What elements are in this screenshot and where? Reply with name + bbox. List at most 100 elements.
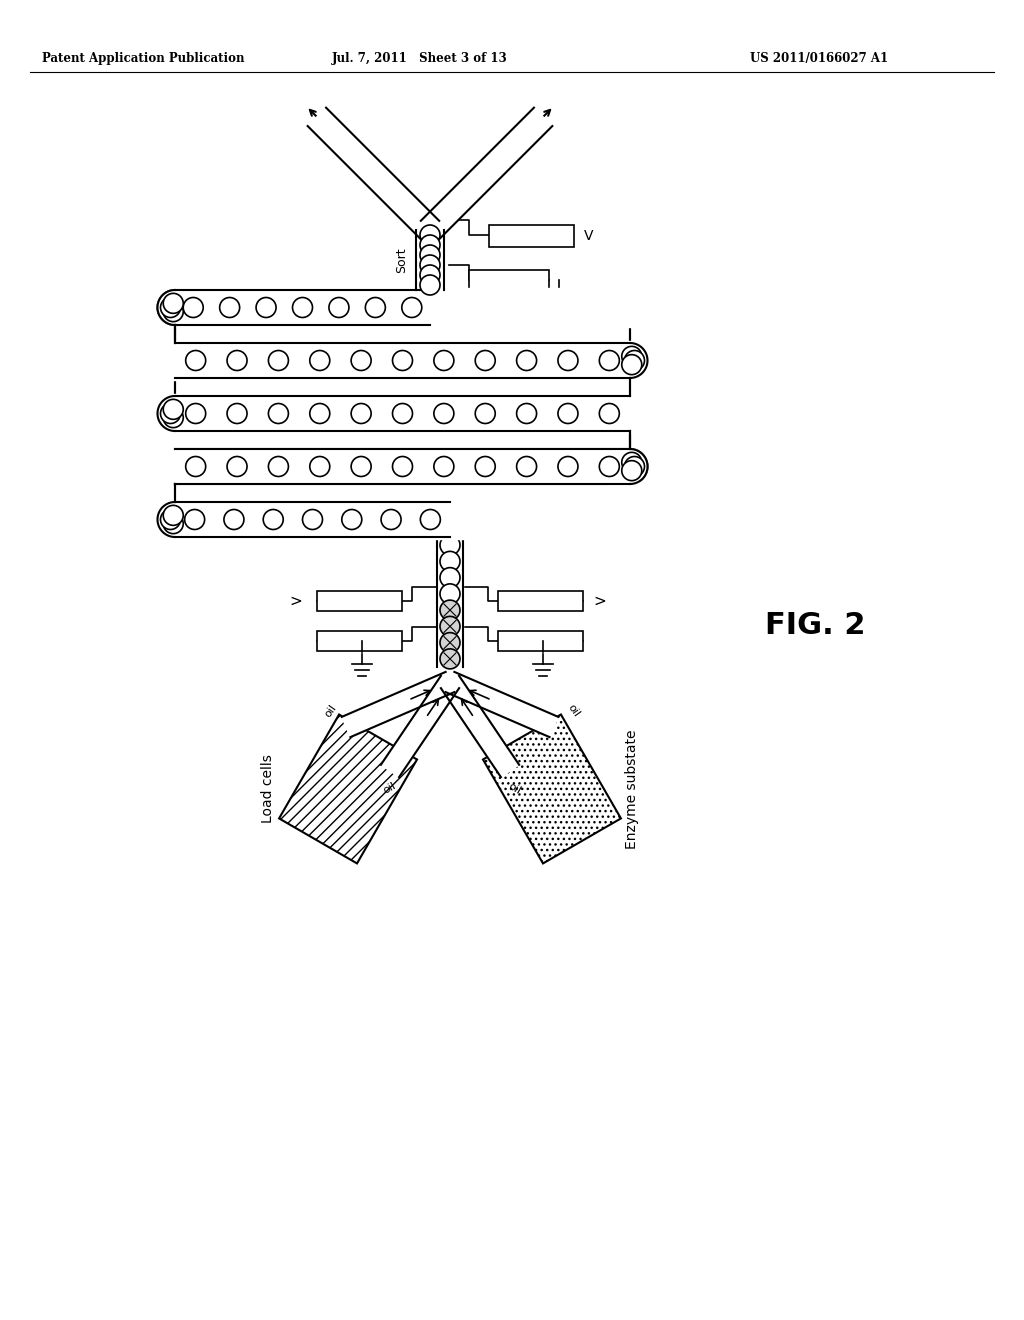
- Circle shape: [351, 404, 371, 424]
- Polygon shape: [437, 537, 463, 667]
- Bar: [317, 631, 402, 651]
- Circle shape: [392, 404, 413, 424]
- Polygon shape: [158, 396, 175, 432]
- Circle shape: [227, 510, 247, 529]
- Circle shape: [366, 297, 385, 318]
- Circle shape: [310, 404, 330, 424]
- Circle shape: [163, 302, 183, 322]
- Circle shape: [420, 224, 440, 246]
- Circle shape: [185, 404, 206, 424]
- Circle shape: [475, 404, 496, 424]
- Circle shape: [263, 510, 284, 529]
- Circle shape: [420, 246, 440, 265]
- Text: oil: oil: [382, 781, 398, 796]
- Circle shape: [163, 513, 183, 533]
- Circle shape: [227, 404, 247, 424]
- Polygon shape: [175, 343, 630, 378]
- Circle shape: [351, 404, 371, 424]
- Circle shape: [293, 297, 312, 318]
- Circle shape: [558, 404, 578, 424]
- Circle shape: [185, 457, 206, 477]
- Circle shape: [440, 552, 460, 572]
- Polygon shape: [421, 108, 552, 239]
- Circle shape: [349, 149, 370, 169]
- Circle shape: [310, 457, 330, 477]
- Circle shape: [420, 235, 440, 255]
- Circle shape: [392, 297, 413, 318]
- Polygon shape: [175, 502, 630, 537]
- Polygon shape: [155, 486, 652, 500]
- Circle shape: [475, 510, 496, 529]
- Circle shape: [161, 510, 180, 529]
- Polygon shape: [155, 500, 652, 539]
- Circle shape: [185, 510, 206, 529]
- Circle shape: [622, 346, 642, 367]
- Circle shape: [342, 510, 361, 529]
- Polygon shape: [175, 502, 450, 537]
- Bar: [317, 591, 402, 611]
- Circle shape: [310, 297, 330, 318]
- Circle shape: [268, 297, 289, 318]
- Text: Patent Application Publication: Patent Application Publication: [42, 51, 245, 65]
- Circle shape: [622, 461, 642, 480]
- Polygon shape: [175, 396, 630, 432]
- Circle shape: [310, 457, 330, 477]
- Circle shape: [625, 457, 644, 477]
- Circle shape: [329, 297, 349, 318]
- Circle shape: [558, 510, 578, 529]
- Circle shape: [161, 297, 180, 318]
- Circle shape: [392, 457, 413, 477]
- Circle shape: [310, 510, 330, 529]
- Polygon shape: [630, 343, 647, 378]
- Circle shape: [440, 649, 460, 669]
- Bar: [498, 631, 583, 651]
- Polygon shape: [607, 482, 678, 504]
- Circle shape: [516, 404, 537, 424]
- Circle shape: [185, 351, 206, 371]
- Circle shape: [310, 351, 330, 371]
- Circle shape: [599, 404, 620, 424]
- Polygon shape: [175, 449, 630, 484]
- Circle shape: [434, 404, 454, 424]
- Text: oil: oil: [566, 702, 582, 719]
- Circle shape: [434, 351, 454, 371]
- Circle shape: [440, 568, 460, 587]
- Circle shape: [227, 404, 247, 424]
- Circle shape: [183, 297, 203, 318]
- Polygon shape: [158, 396, 175, 432]
- Circle shape: [475, 457, 496, 477]
- Circle shape: [163, 293, 183, 313]
- Circle shape: [227, 457, 247, 477]
- Circle shape: [351, 351, 371, 371]
- Circle shape: [392, 404, 413, 424]
- Circle shape: [268, 404, 289, 424]
- Circle shape: [420, 255, 440, 275]
- Polygon shape: [342, 672, 455, 737]
- Circle shape: [558, 297, 578, 318]
- Circle shape: [268, 351, 289, 371]
- Circle shape: [558, 351, 578, 371]
- Circle shape: [516, 297, 537, 318]
- Polygon shape: [175, 290, 630, 325]
- Circle shape: [184, 510, 205, 529]
- Polygon shape: [630, 449, 647, 484]
- Circle shape: [599, 457, 620, 477]
- Circle shape: [519, 121, 539, 141]
- Circle shape: [463, 178, 482, 198]
- Circle shape: [622, 453, 642, 473]
- Text: Sort: Sort: [395, 247, 408, 273]
- Text: oil: oil: [507, 781, 523, 796]
- Circle shape: [351, 510, 371, 529]
- Circle shape: [434, 206, 454, 226]
- Circle shape: [434, 457, 454, 477]
- Circle shape: [622, 355, 642, 375]
- Circle shape: [625, 457, 644, 477]
- Polygon shape: [175, 290, 430, 325]
- Text: >: >: [289, 594, 302, 609]
- Circle shape: [401, 297, 422, 318]
- Circle shape: [599, 351, 620, 371]
- Circle shape: [516, 457, 537, 477]
- Circle shape: [622, 346, 642, 367]
- Circle shape: [599, 351, 620, 371]
- Circle shape: [310, 351, 330, 371]
